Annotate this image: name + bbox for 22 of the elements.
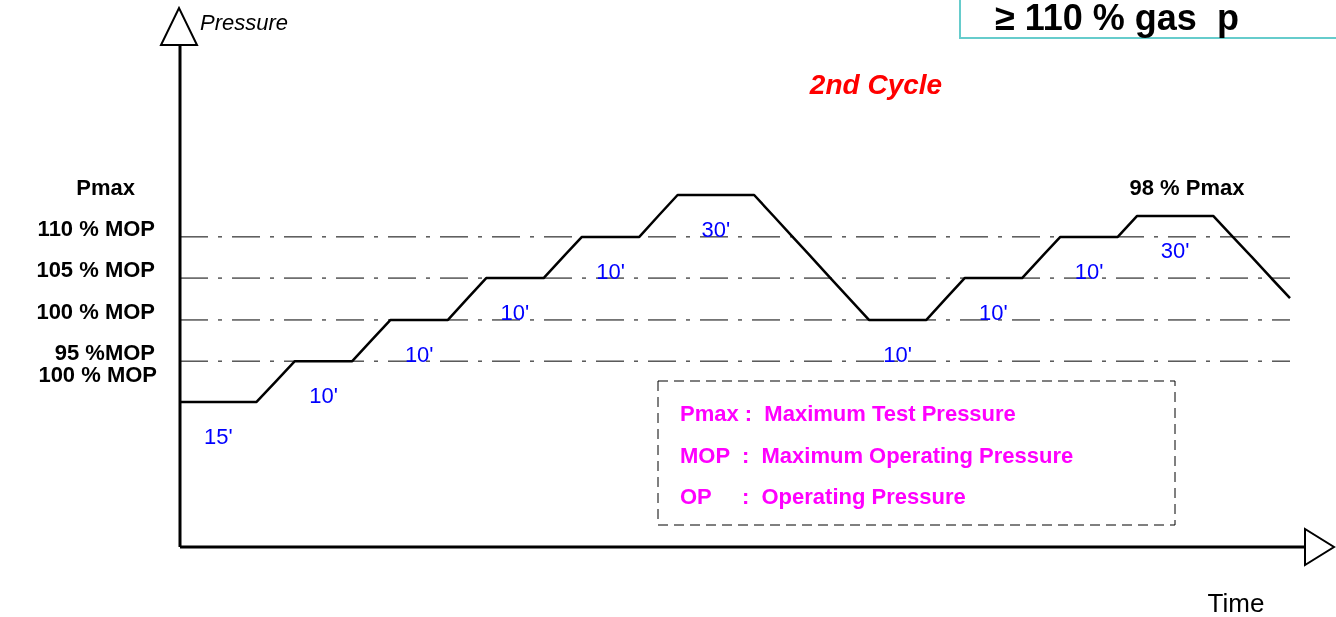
annotation: 10' bbox=[500, 300, 530, 326]
text: Pressure bbox=[200, 10, 289, 35]
annotation: 30' bbox=[1160, 238, 1190, 264]
annotation: OP : Operating Pressure bbox=[680, 484, 966, 509]
text: Pmax bbox=[76, 175, 136, 200]
annotation: 10' bbox=[596, 258, 625, 284]
ref-line-label: 105 % MOP bbox=[36, 257, 155, 283]
annotation: 10' bbox=[1074, 258, 1104, 284]
annotation: Pmax : Maximum Test Pressure bbox=[680, 401, 1016, 426]
ref-line-label: 100 % MOP bbox=[36, 298, 155, 324]
annotation: 10' bbox=[309, 383, 338, 409]
annotation: MOP : Maximum Operating Pressure bbox=[680, 443, 1074, 468]
annotation: 30' bbox=[701, 217, 731, 242]
x-axis-title: Time bbox=[1207, 588, 1265, 617]
ref-line-label: 110 % MOP bbox=[37, 215, 155, 241]
annotation: 10' bbox=[979, 300, 1008, 326]
annotation: 15' bbox=[203, 423, 233, 449]
annotation: 10' bbox=[883, 341, 913, 367]
annotation: 98 % Pmax bbox=[1129, 175, 1246, 200]
chart-title: 2nd Cycle bbox=[808, 69, 943, 100]
text: ≥ 110 % gas p bbox=[995, 0, 1239, 38]
annotation: 10' bbox=[404, 341, 434, 367]
